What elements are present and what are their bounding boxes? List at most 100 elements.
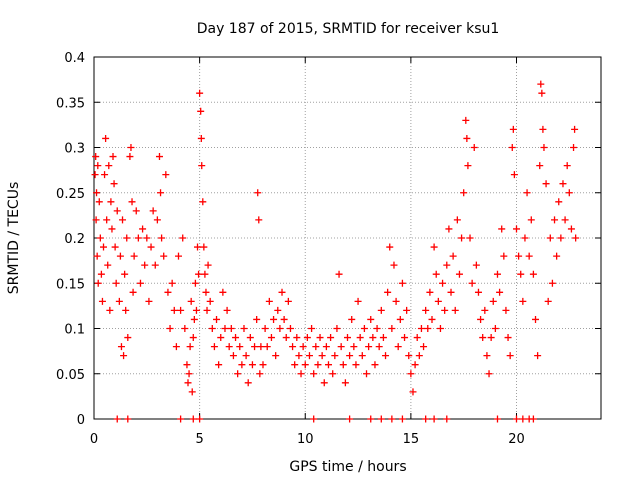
y-tick-label: 0.35 xyxy=(56,96,85,111)
data-point xyxy=(422,415,430,423)
data-point xyxy=(346,415,354,423)
data-point xyxy=(567,225,575,233)
data-point xyxy=(158,234,166,242)
data-point xyxy=(360,325,368,332)
data-point xyxy=(350,343,358,351)
data-point xyxy=(303,334,311,342)
data-point xyxy=(453,216,461,224)
data-point xyxy=(496,288,504,296)
data-point xyxy=(164,288,172,296)
data-point xyxy=(318,352,326,360)
data-point xyxy=(386,243,394,251)
data-point xyxy=(123,234,131,242)
data-point xyxy=(191,279,199,287)
data-point xyxy=(179,234,187,242)
data-point xyxy=(327,334,335,342)
data-point xyxy=(346,352,354,360)
data-point xyxy=(529,415,537,423)
data-point xyxy=(527,216,535,224)
data-point xyxy=(297,370,305,378)
data-point xyxy=(196,415,204,423)
data-point xyxy=(352,361,360,369)
data-point xyxy=(441,306,449,314)
data-point xyxy=(110,180,118,188)
data-point xyxy=(284,297,292,305)
data-point xyxy=(196,89,204,97)
data-point xyxy=(217,334,225,342)
data-point xyxy=(407,370,415,378)
data-point xyxy=(155,153,163,161)
data-point xyxy=(570,144,578,151)
data-point xyxy=(274,306,282,314)
data-point xyxy=(184,379,192,387)
data-point xyxy=(517,270,525,278)
data-point xyxy=(102,134,110,142)
data-point xyxy=(225,343,233,351)
data-point xyxy=(344,334,351,342)
data-point xyxy=(382,352,390,360)
data-point xyxy=(356,334,364,342)
data-point xyxy=(143,234,151,242)
data-point xyxy=(525,252,533,260)
data-point xyxy=(185,370,193,378)
data-point xyxy=(121,270,129,278)
data-point xyxy=(401,334,409,342)
data-point xyxy=(377,415,385,423)
data-point xyxy=(398,279,406,287)
data-point xyxy=(483,352,491,360)
data-point xyxy=(124,334,132,342)
data-point xyxy=(460,189,468,197)
data-point xyxy=(348,315,356,323)
data-point xyxy=(513,415,520,423)
data-point xyxy=(122,306,130,314)
data-point xyxy=(358,352,366,360)
data-point xyxy=(107,198,115,206)
data-point xyxy=(101,171,109,179)
y-tick-label: 0.05 xyxy=(56,368,85,383)
x-axis-label: GPS time / hours xyxy=(289,459,406,475)
data-point xyxy=(261,325,269,332)
y-tick-label: 0.2 xyxy=(64,232,85,247)
data-point xyxy=(329,370,337,378)
data-point xyxy=(546,234,554,242)
data-point xyxy=(202,288,210,296)
data-point xyxy=(411,361,419,369)
data-point xyxy=(232,334,240,342)
data-point xyxy=(563,162,571,170)
data-point xyxy=(238,361,246,369)
data-point xyxy=(477,315,485,323)
data-point xyxy=(462,116,470,124)
data-point xyxy=(390,261,398,269)
data-point xyxy=(127,144,135,151)
data-point xyxy=(537,80,545,88)
data-point xyxy=(538,89,546,97)
data-point xyxy=(94,162,102,170)
data-point xyxy=(100,243,108,251)
data-point xyxy=(449,252,457,260)
data-point xyxy=(320,379,328,387)
data-point xyxy=(521,234,529,242)
data-point xyxy=(96,234,104,242)
data-point xyxy=(458,234,466,242)
data-point xyxy=(455,270,463,278)
data-point xyxy=(354,297,362,305)
x-tick-label: 15 xyxy=(403,432,420,447)
data-point xyxy=(221,325,229,332)
data-point xyxy=(293,334,301,342)
data-point xyxy=(177,415,185,423)
data-point xyxy=(160,252,168,260)
data-point xyxy=(116,252,124,260)
data-point xyxy=(451,306,459,314)
data-point xyxy=(506,352,514,360)
data-point xyxy=(430,243,438,251)
data-point xyxy=(493,270,501,278)
data-point xyxy=(198,162,206,170)
data-point xyxy=(396,315,404,323)
data-point xyxy=(201,270,209,278)
data-point xyxy=(510,171,518,179)
data-point xyxy=(219,288,227,296)
data-point xyxy=(259,361,267,369)
data-point xyxy=(493,415,501,423)
data-point xyxy=(445,225,453,233)
data-point xyxy=(468,279,476,287)
